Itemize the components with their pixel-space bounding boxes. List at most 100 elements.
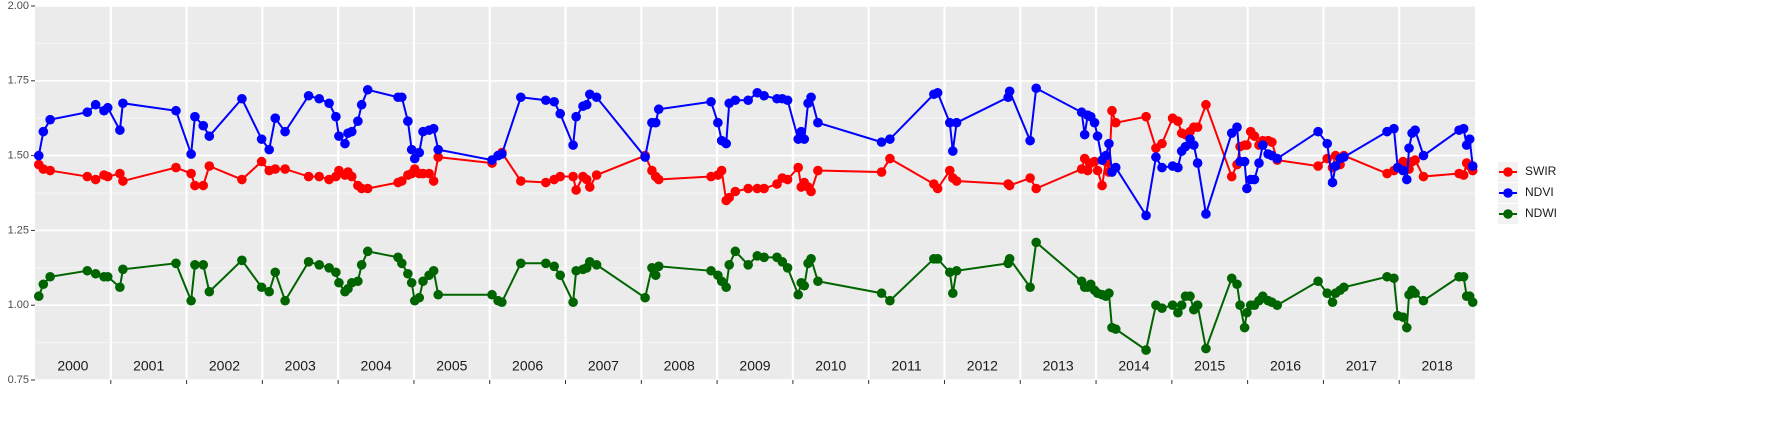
point bbox=[516, 92, 526, 103]
point bbox=[813, 117, 823, 128]
point bbox=[1185, 291, 1195, 302]
point bbox=[33, 150, 44, 161]
point bbox=[403, 268, 413, 279]
point bbox=[876, 137, 887, 147]
point bbox=[1031, 83, 1041, 94]
point bbox=[759, 90, 769, 101]
point bbox=[516, 258, 526, 269]
point bbox=[1267, 137, 1277, 147]
year-label: 2003 bbox=[285, 358, 316, 374]
point bbox=[1339, 282, 1349, 293]
point bbox=[204, 131, 215, 141]
point bbox=[270, 164, 281, 174]
point bbox=[1157, 138, 1167, 149]
point bbox=[591, 92, 602, 103]
point bbox=[1322, 138, 1333, 149]
point bbox=[280, 295, 290, 306]
y-tick-label: 1.75 bbox=[8, 75, 29, 87]
point bbox=[428, 265, 439, 276]
point bbox=[1458, 271, 1469, 282]
point bbox=[1157, 162, 1167, 173]
point bbox=[1418, 171, 1429, 182]
point bbox=[353, 276, 363, 287]
point bbox=[303, 90, 314, 101]
point bbox=[1404, 143, 1414, 153]
point bbox=[1272, 300, 1282, 311]
point bbox=[759, 183, 769, 194]
point bbox=[45, 114, 55, 125]
year-label: 2013 bbox=[1043, 358, 1074, 374]
point bbox=[640, 152, 650, 162]
point bbox=[403, 116, 413, 126]
point bbox=[102, 171, 113, 182]
point bbox=[256, 156, 267, 167]
point bbox=[280, 126, 290, 137]
point bbox=[948, 146, 958, 156]
legend-dot bbox=[1503, 209, 1513, 219]
point bbox=[324, 263, 334, 273]
point bbox=[324, 98, 334, 109]
point bbox=[497, 297, 507, 308]
point bbox=[1141, 111, 1151, 122]
point bbox=[706, 96, 716, 107]
point bbox=[340, 138, 350, 149]
point bbox=[280, 164, 290, 174]
point bbox=[650, 117, 661, 128]
year-label: 2002 bbox=[209, 358, 240, 374]
point bbox=[428, 176, 439, 186]
point bbox=[334, 277, 344, 288]
point bbox=[331, 267, 341, 278]
point bbox=[951, 265, 962, 276]
point bbox=[1192, 300, 1203, 311]
point bbox=[1232, 279, 1242, 290]
point bbox=[314, 260, 325, 270]
legend-label: NDWI bbox=[1525, 206, 1557, 220]
point bbox=[1313, 126, 1323, 137]
point bbox=[1176, 300, 1187, 311]
point bbox=[541, 177, 551, 188]
point bbox=[397, 258, 407, 269]
point bbox=[1327, 177, 1338, 188]
point bbox=[571, 185, 581, 195]
point bbox=[759, 252, 769, 263]
point bbox=[270, 113, 281, 123]
point bbox=[932, 254, 943, 264]
point bbox=[1467, 161, 1478, 171]
point bbox=[876, 167, 887, 177]
point bbox=[1327, 297, 1338, 308]
point bbox=[1322, 288, 1333, 299]
point bbox=[198, 180, 209, 191]
point bbox=[82, 171, 93, 182]
point bbox=[186, 295, 196, 306]
point bbox=[730, 246, 741, 257]
point bbox=[1401, 174, 1412, 185]
year-label: 2004 bbox=[360, 358, 391, 374]
year-label: 2009 bbox=[739, 358, 770, 374]
point bbox=[568, 297, 578, 308]
point bbox=[743, 260, 753, 270]
point bbox=[204, 286, 215, 297]
point bbox=[414, 147, 425, 158]
y-tick-label: 1.00 bbox=[8, 299, 29, 311]
point bbox=[743, 183, 753, 194]
point bbox=[1239, 156, 1250, 167]
series bbox=[33, 83, 1478, 221]
year-label: 2001 bbox=[133, 358, 164, 374]
point bbox=[1467, 297, 1478, 308]
point bbox=[1092, 131, 1103, 141]
point bbox=[270, 267, 281, 278]
point bbox=[356, 260, 367, 270]
point bbox=[799, 280, 810, 291]
point bbox=[433, 289, 444, 300]
point bbox=[1418, 295, 1429, 306]
point bbox=[721, 138, 731, 149]
point bbox=[362, 183, 373, 194]
y-tick-label: 0.75 bbox=[8, 374, 29, 386]
point bbox=[1004, 86, 1015, 97]
point bbox=[190, 260, 200, 270]
point bbox=[951, 176, 962, 186]
point bbox=[876, 288, 887, 299]
point bbox=[516, 176, 526, 186]
point bbox=[555, 171, 566, 182]
